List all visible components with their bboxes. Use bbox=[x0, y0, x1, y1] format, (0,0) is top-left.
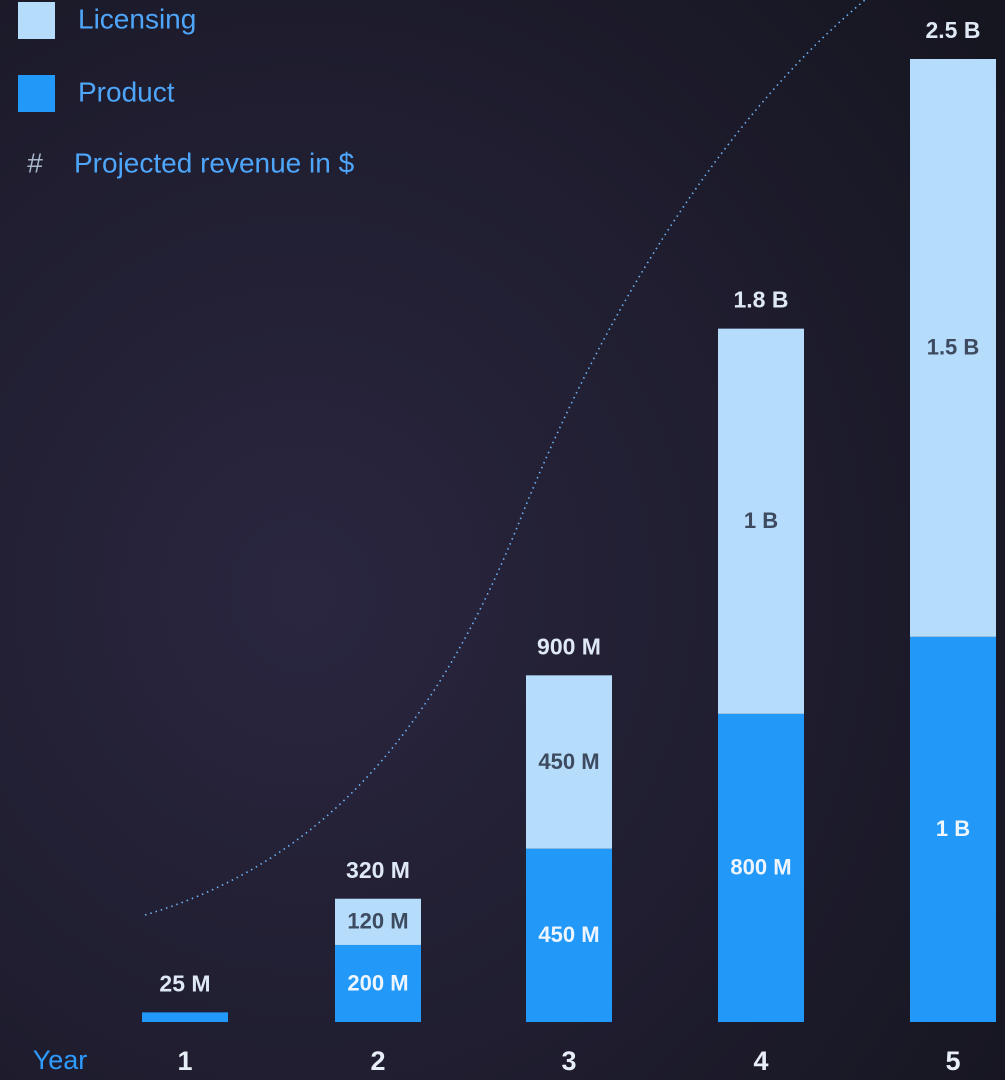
bar-segment bbox=[526, 675, 612, 849]
bar-segment bbox=[142, 1012, 228, 1022]
total-label: 320 M bbox=[346, 857, 410, 883]
x-tick-label: 4 bbox=[753, 1046, 768, 1076]
bar-segment bbox=[910, 636, 996, 1022]
legend-label: Licensing bbox=[78, 3, 196, 34]
x-tick-label: 3 bbox=[561, 1046, 576, 1076]
bar-segment bbox=[718, 328, 804, 714]
segment-label: 450 M bbox=[538, 922, 599, 947]
segment-label: 200 M bbox=[347, 970, 408, 995]
bar-segment bbox=[910, 59, 996, 637]
legend-label: Product bbox=[78, 76, 175, 107]
legend: Licensing Product bbox=[18, 2, 196, 112]
segment-label: 450 M bbox=[538, 749, 599, 774]
subtitle-icon: # bbox=[27, 147, 43, 178]
bar-segment bbox=[718, 713, 804, 1022]
segment-label: 120 M bbox=[347, 909, 408, 934]
segment-label: 1.5 B bbox=[927, 335, 980, 360]
bar-segment bbox=[335, 944, 421, 1022]
total-label: 25 M bbox=[159, 970, 210, 996]
x-tick-label: 2 bbox=[370, 1046, 385, 1076]
x-axis-label: Year bbox=[33, 1045, 88, 1075]
segment-label: 1 B bbox=[936, 816, 970, 841]
total-label: 1.8 B bbox=[734, 287, 789, 313]
legend-swatch bbox=[18, 2, 55, 39]
x-tick-label: 5 bbox=[945, 1046, 960, 1076]
segment-label: 800 M bbox=[730, 855, 791, 880]
total-label: 2.5 B bbox=[926, 17, 981, 43]
bar-segment bbox=[526, 848, 612, 1022]
subtitle: Projected revenue in $ bbox=[74, 147, 355, 178]
total-label: 900 M bbox=[537, 633, 601, 659]
x-tick-label: 1 bbox=[177, 1046, 192, 1076]
bar-segment bbox=[335, 898, 421, 945]
legend-swatch bbox=[18, 75, 55, 112]
segment-label: 1 B bbox=[744, 508, 778, 533]
